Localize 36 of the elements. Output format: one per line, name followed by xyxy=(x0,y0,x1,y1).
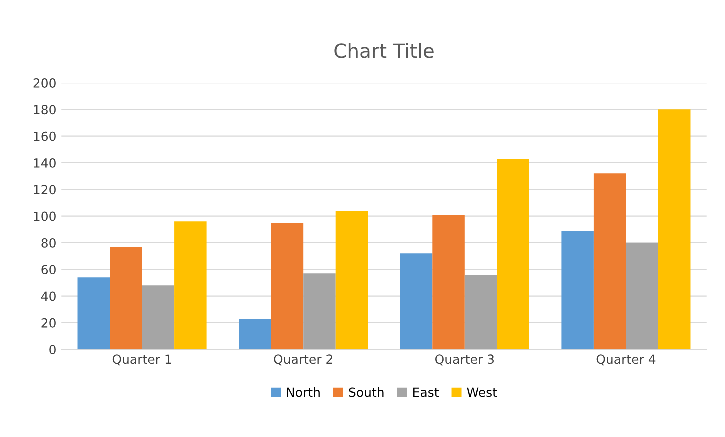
y-tick-label: 80 xyxy=(42,238,56,248)
x-tick-label: Quarter 2 xyxy=(274,354,332,366)
legend-label: West xyxy=(467,388,498,398)
bar xyxy=(174,222,207,350)
y-tick-label: 200 xyxy=(34,78,56,88)
y-tick-label: 120 xyxy=(34,185,56,195)
x-tick-label: Quarter 4 xyxy=(596,354,656,366)
bar xyxy=(400,254,433,350)
bar xyxy=(464,274,498,350)
bar xyxy=(110,246,142,350)
y-tick-label: 160 xyxy=(34,132,56,142)
x-tick-label: Quarter 3 xyxy=(436,354,494,366)
bar xyxy=(239,318,272,350)
y-tick-label: 100 xyxy=(34,212,56,222)
bar xyxy=(336,210,368,350)
bar xyxy=(142,286,175,350)
bar xyxy=(304,274,336,350)
x-tick-label: Quarter 1 xyxy=(112,354,172,366)
y-tick-label: 20 xyxy=(42,318,56,328)
bar xyxy=(626,242,658,350)
y-tick-label: 40 xyxy=(41,292,56,302)
bar xyxy=(271,222,304,350)
y-tick-label: 0 xyxy=(50,345,56,355)
legend-label: South xyxy=(349,388,384,398)
legend-label: North xyxy=(287,388,320,398)
bar xyxy=(658,110,691,350)
bar xyxy=(497,159,530,350)
bar xyxy=(432,214,465,350)
y-tick-label: 60 xyxy=(42,265,56,275)
bar xyxy=(78,278,110,350)
y-tick-label: 140 xyxy=(34,158,56,168)
bar xyxy=(594,174,626,350)
y-tick-label: 180 xyxy=(34,105,56,115)
chart-title: Chart Title xyxy=(334,43,434,58)
legend-label: East xyxy=(414,388,439,398)
bar xyxy=(562,230,594,350)
